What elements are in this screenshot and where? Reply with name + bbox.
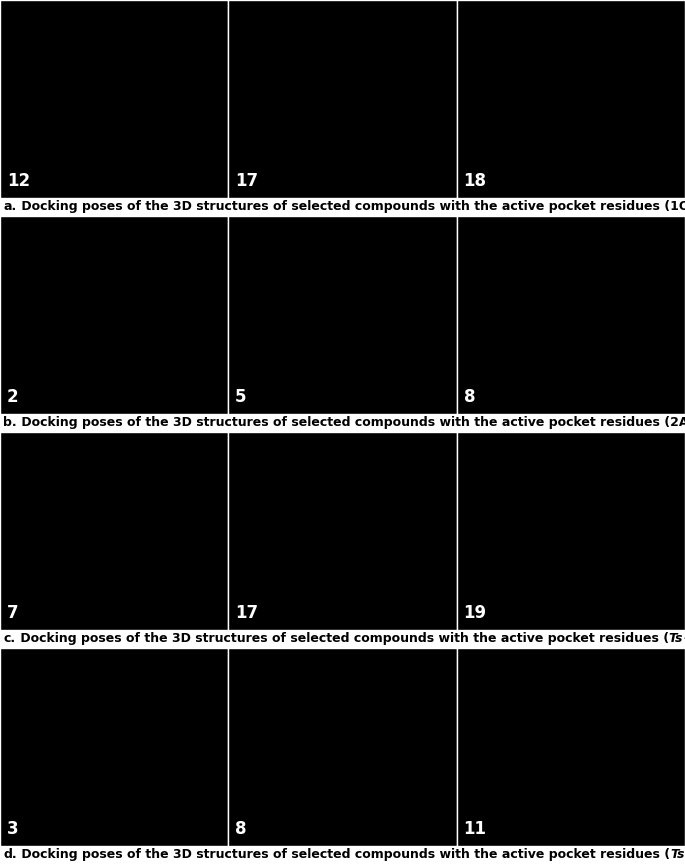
Text: Docking poses of the 3D structures of selected compounds with the active pocket : Docking poses of the 3D structures of se… — [16, 200, 685, 213]
Text: 5: 5 — [235, 388, 247, 406]
Text: a.: a. — [3, 200, 16, 213]
Text: b.: b. — [3, 416, 17, 429]
Text: 12: 12 — [7, 172, 30, 190]
Text: Docking poses of the 3D structures of selected compounds with the active pocket : Docking poses of the 3D structures of se… — [17, 848, 670, 861]
Text: Docking poses of the 3D structures of selected compounds with the active pocket : Docking poses of the 3D structures of se… — [17, 416, 685, 429]
Text: Ts: Ts — [669, 632, 683, 645]
Text: c.: c. — [3, 632, 16, 645]
Text: 8: 8 — [235, 820, 247, 838]
Text: 8: 8 — [464, 388, 475, 406]
Text: 17: 17 — [235, 172, 258, 190]
Text: Ts: Ts — [670, 848, 685, 861]
Text: d.: d. — [3, 848, 17, 861]
Text: 7: 7 — [7, 604, 18, 622]
Text: 19: 19 — [464, 604, 486, 622]
Text: 18: 18 — [464, 172, 486, 190]
Text: -CF1).: -CF1). — [683, 632, 685, 645]
Text: 17: 17 — [235, 604, 258, 622]
Text: 3: 3 — [7, 820, 18, 838]
Text: Docking poses of the 3D structures of selected compounds with the active pocket : Docking poses of the 3D structures of se… — [16, 632, 669, 645]
Text: 2: 2 — [7, 388, 18, 406]
Text: 11: 11 — [464, 820, 486, 838]
